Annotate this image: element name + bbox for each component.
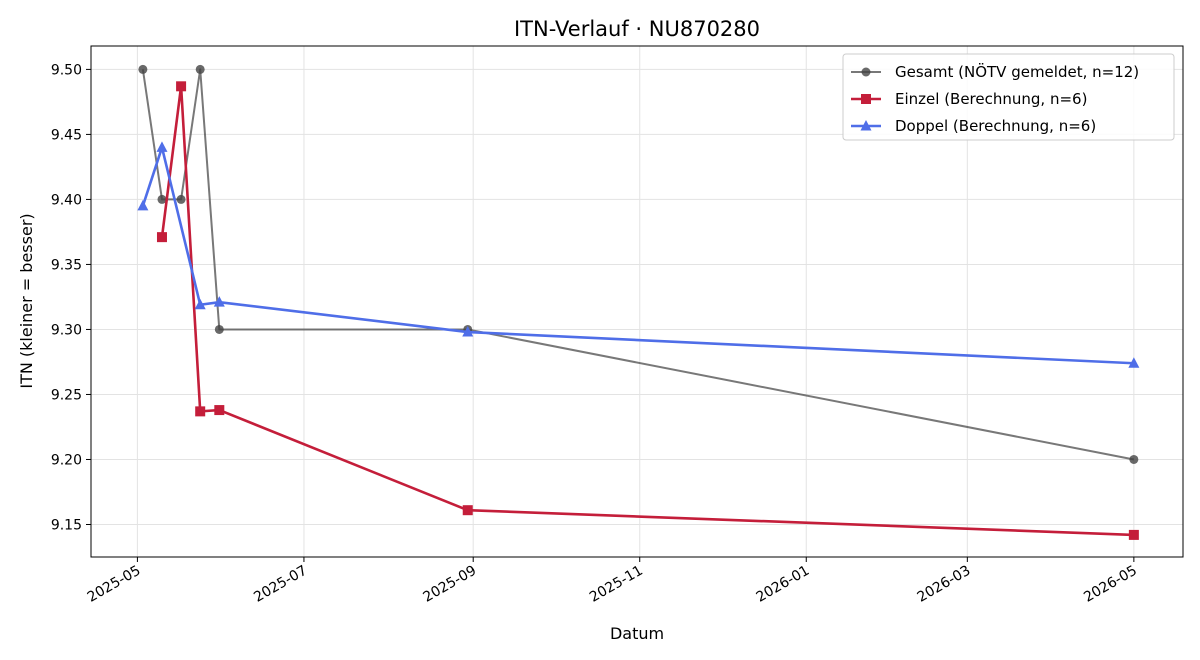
x-tick-label: 2025-09 [421, 563, 480, 606]
data-point-doppel [213, 296, 225, 307]
y-tick-label: 9.15 [51, 517, 82, 533]
data-point-einzel [176, 81, 187, 92]
data-point-doppel [1128, 357, 1140, 368]
y-tick-label: 9.25 [51, 387, 82, 403]
y-tick-label: 9.50 [51, 62, 82, 78]
data-point-gesamt [214, 324, 224, 334]
series-line-doppel [141, 146, 1134, 365]
x-tick-label: 2025-05 [85, 563, 144, 606]
legend-marker [860, 120, 872, 131]
data-point-gesamt [138, 64, 148, 74]
data-point-einzel [462, 505, 473, 516]
legend-entry-doppel: Doppel (Berechnung, n=6) [851, 117, 1096, 135]
data-point-einzel [156, 232, 167, 243]
y-tick-label: 9.45 [51, 127, 82, 143]
legend-label: Gesamt (NÖTV gemeldet, n=12) [895, 62, 1139, 81]
legend-box [842, 53, 1175, 141]
legend-marker [861, 67, 871, 77]
legend-entry-einzel: Einzel (Berechnung, n=6) [851, 90, 1087, 108]
data-point-gesamt [176, 194, 186, 204]
x-tick-label: 2026-05 [1081, 563, 1140, 606]
x-tick-label: 2025-11 [587, 563, 646, 606]
x-tick-label: 2026-03 [915, 563, 974, 606]
x-tick-label: 2025-07 [251, 563, 310, 606]
data-point-gesamt [1129, 454, 1139, 464]
legend: Gesamt (NÖTV gemeldet, n=12) Einzel (Bere… [842, 53, 1175, 141]
x-tick-label: 2026-01 [754, 563, 813, 606]
series-doppel [137, 141, 1140, 368]
data-point-doppel [194, 298, 206, 310]
legend-label: Einzel (Berechnung, n=6) [895, 90, 1087, 108]
data-point-doppel [137, 199, 149, 211]
data-point-einzel [1128, 529, 1139, 540]
y-axis-label: ITN (kleiner = besser) [17, 213, 36, 388]
y-tick-label: 9.40 [51, 192, 82, 208]
legend-marker [861, 94, 871, 104]
chart-title: ITN-Verlauf · NU870280 [514, 17, 760, 41]
y-tick-label: 9.30 [51, 322, 82, 338]
y-tick-label: 9.35 [51, 257, 82, 273]
legend-entry-gesamt: Gesamt (NÖTV gemeldet, n=12) [851, 62, 1139, 81]
grid [91, 46, 1183, 557]
data-point-einzel [195, 406, 206, 417]
series-line-einzel [160, 85, 1134, 537]
data-point-doppel [156, 141, 168, 152]
data-point-gesamt [195, 64, 205, 74]
x-axis-label: Datum [610, 624, 664, 643]
data-point-doppel [462, 326, 474, 337]
data-point-einzel [214, 405, 225, 416]
y-tick-label: 9.20 [51, 452, 82, 468]
series-layer [137, 64, 1140, 540]
plot-frame [90, 45, 1184, 558]
series-einzel [156, 81, 1139, 540]
data-point-gesamt [157, 194, 167, 204]
legend-label: Doppel (Berechnung, n=6) [895, 117, 1096, 135]
